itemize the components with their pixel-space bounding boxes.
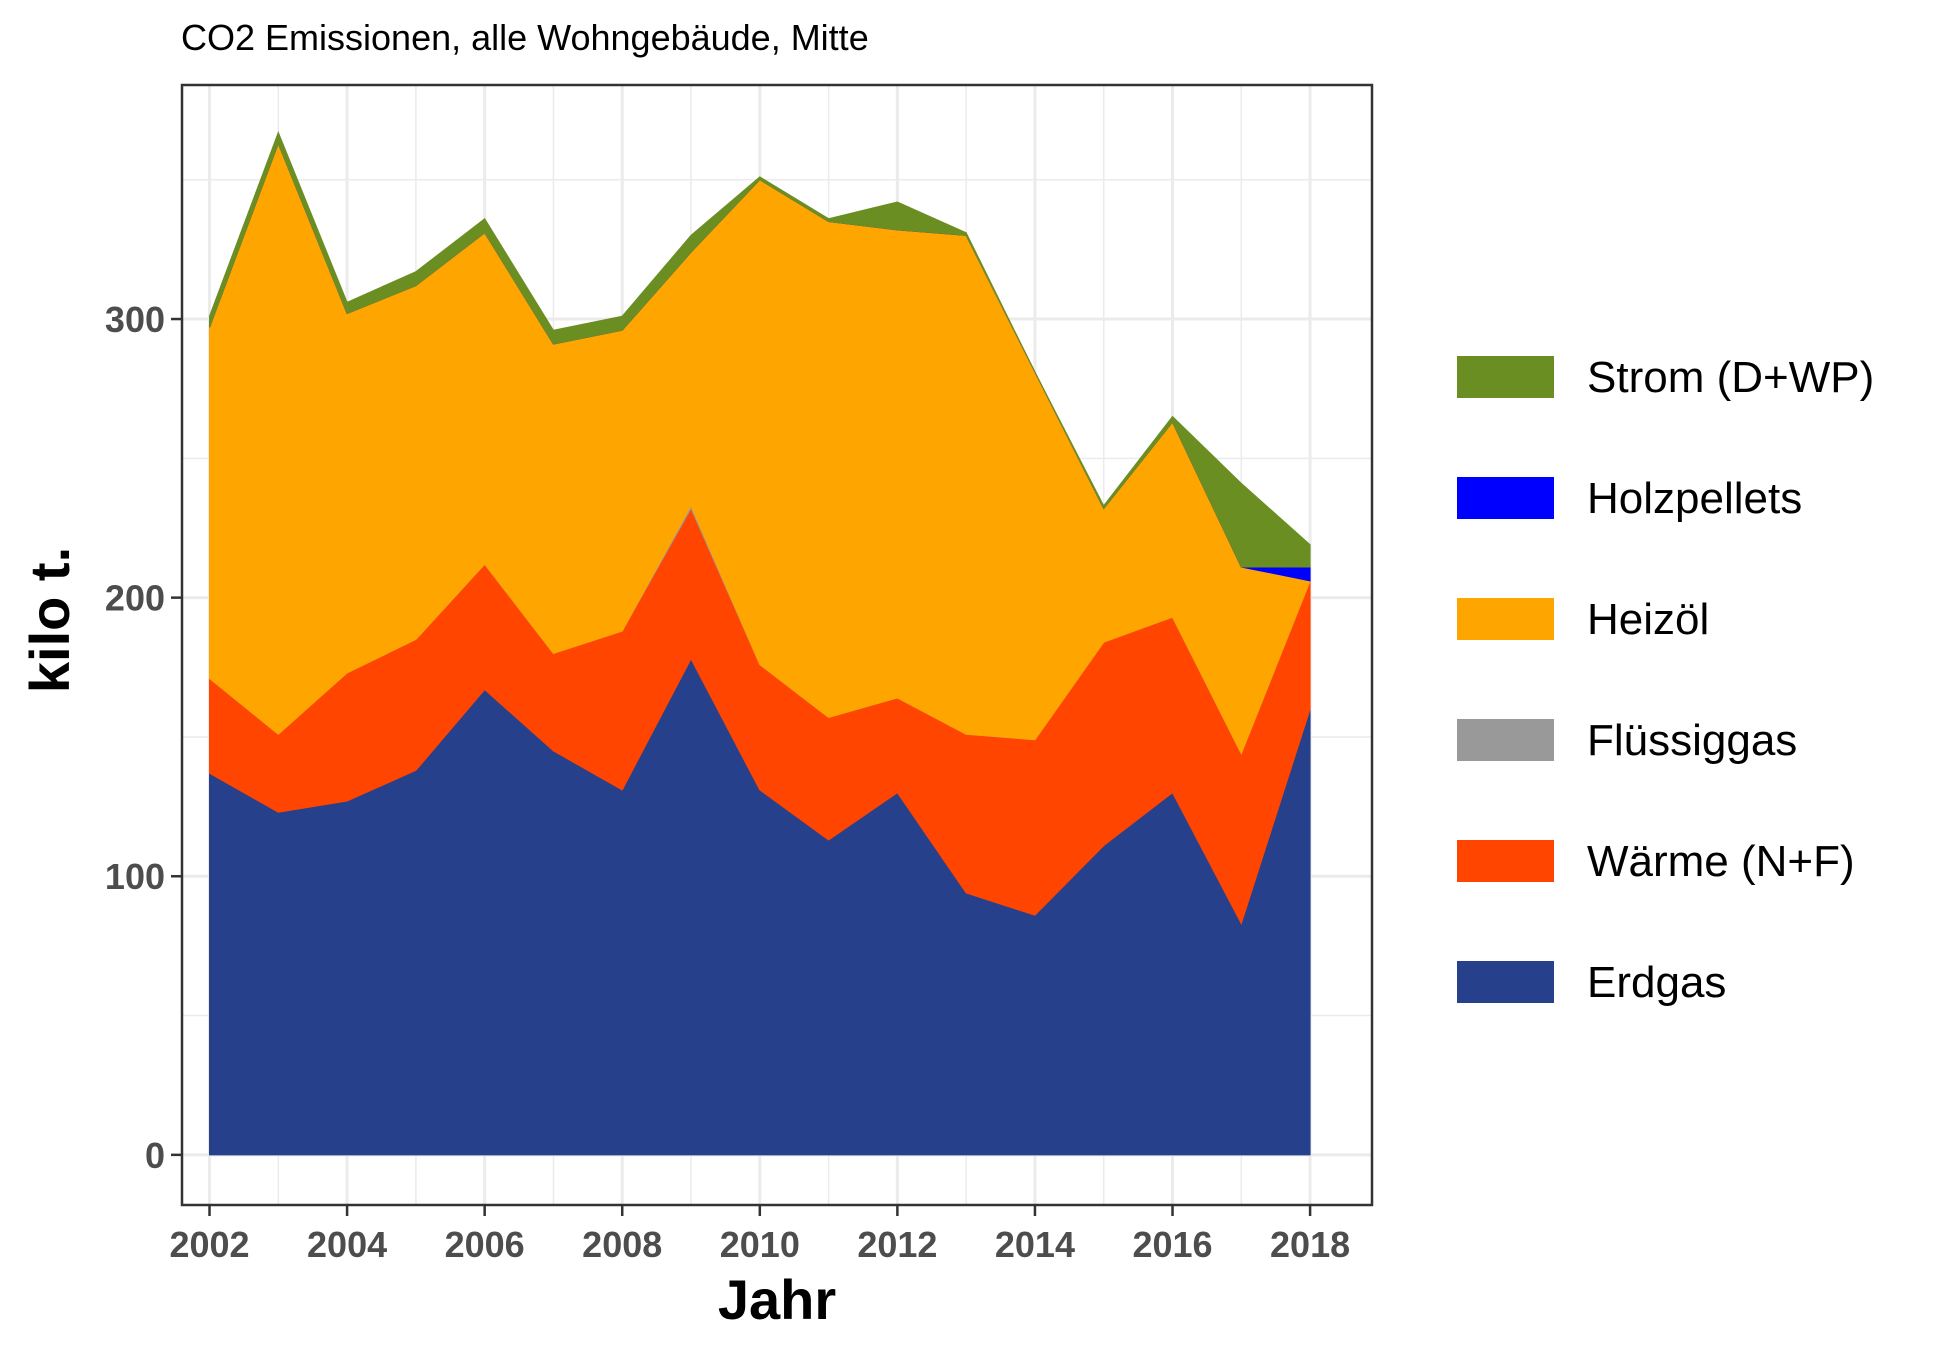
x-tick-label: 2008 bbox=[582, 1224, 662, 1265]
legend-label: Wärme (N+F) bbox=[1587, 837, 1855, 886]
legend-key bbox=[1457, 356, 1554, 398]
legend-label: Heizöl bbox=[1587, 595, 1709, 644]
x-tick-label: 2018 bbox=[1270, 1224, 1350, 1265]
x-tick-label: 2016 bbox=[1132, 1224, 1212, 1265]
y-axis-title: kilo t. bbox=[18, 547, 81, 693]
legend-label: Strom (D+WP) bbox=[1587, 353, 1874, 402]
legend: Strom (D+WP) Holzpellets Heizöl Flüssiggas W… bbox=[1457, 353, 1874, 1007]
legend-key bbox=[1457, 961, 1554, 1003]
y-tick-label: 300 bbox=[105, 299, 165, 340]
area-strom-d-wp bbox=[209, 131, 1311, 568]
x-tick-label: 2004 bbox=[307, 1224, 387, 1265]
legend-key bbox=[1457, 477, 1554, 519]
legend-key bbox=[1457, 598, 1554, 640]
y-tick-label: 0 bbox=[145, 1135, 165, 1176]
x-tick-label: 2002 bbox=[169, 1224, 249, 1265]
axis-ticks: 0 100 200 300 2002 2004 2006 2008 2010 2012 2014 20… bbox=[105, 299, 1350, 1265]
chart-title: CO2 Emissionen, alle Wohngebäude, Mitte bbox=[181, 17, 869, 58]
legend-key bbox=[1457, 840, 1554, 882]
x-axis-title: Jahr bbox=[718, 1268, 836, 1331]
x-tick-label: 2014 bbox=[995, 1224, 1075, 1265]
x-tick-label: 2010 bbox=[720, 1224, 800, 1265]
data-areas bbox=[209, 131, 1311, 1156]
y-tick-label: 100 bbox=[105, 856, 165, 897]
x-tick-label: 2006 bbox=[445, 1224, 525, 1265]
legend-label: Holzpellets bbox=[1587, 474, 1802, 523]
x-tick-label: 2012 bbox=[857, 1224, 937, 1265]
legend-label: Erdgas bbox=[1587, 958, 1726, 1007]
panel-border bbox=[180, 83, 1374, 1207]
legend-key bbox=[1457, 719, 1554, 761]
legend-label: Flüssiggas bbox=[1587, 716, 1797, 765]
y-tick-label: 200 bbox=[105, 578, 165, 619]
